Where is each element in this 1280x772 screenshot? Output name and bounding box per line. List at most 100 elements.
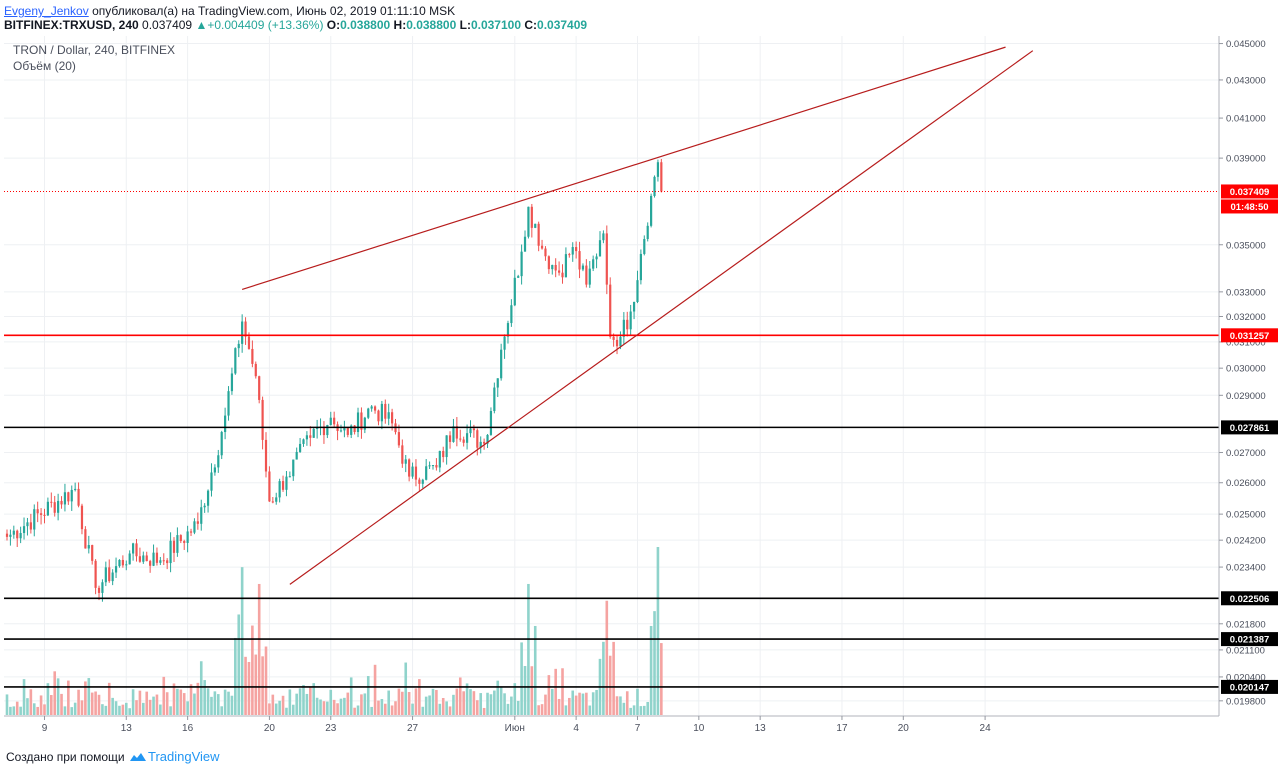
volume-bar bbox=[264, 646, 268, 715]
volume-bar bbox=[571, 690, 575, 715]
y-tick-label: 0.041000 bbox=[1226, 114, 1266, 125]
candle-body bbox=[275, 497, 278, 502]
volume-bar bbox=[336, 703, 339, 715]
candle-body bbox=[534, 223, 537, 228]
y-tick-label: 0.045000 bbox=[1226, 39, 1266, 50]
price-chart[interactable]: 0.045000 0.043000 0.041000 0.039000 0.035000… bbox=[4, 36, 1278, 740]
candle-body bbox=[264, 439, 268, 472]
candle-body bbox=[476, 430, 479, 448]
volume-bar bbox=[298, 688, 302, 715]
candle-body bbox=[29, 522, 32, 530]
x-tick-label: 23 bbox=[325, 723, 337, 734]
price-label-bg bbox=[1221, 199, 1278, 214]
volume-bar bbox=[319, 699, 322, 715]
volume-bar bbox=[632, 705, 636, 715]
candle-body bbox=[387, 412, 390, 419]
volume-bar bbox=[210, 696, 213, 715]
volume-bar bbox=[53, 671, 57, 715]
candle-body bbox=[111, 572, 114, 582]
volume-bar bbox=[343, 697, 346, 715]
candle-body bbox=[152, 552, 155, 566]
volume-bar bbox=[533, 625, 537, 715]
candle-body bbox=[268, 471, 271, 502]
volume-bar bbox=[247, 661, 251, 715]
candle-body bbox=[87, 545, 90, 549]
candle-body bbox=[108, 567, 111, 582]
candle-body bbox=[224, 415, 227, 433]
volume-bar bbox=[281, 695, 285, 715]
candle-body bbox=[295, 451, 298, 460]
volume-bar bbox=[101, 704, 104, 715]
candle-body bbox=[206, 490, 210, 506]
volume-bar bbox=[70, 707, 74, 715]
candle-body bbox=[203, 505, 206, 508]
trendlines bbox=[241, 46, 1034, 585]
candle-body bbox=[309, 435, 312, 438]
candle-body bbox=[517, 276, 520, 278]
candle-body bbox=[19, 533, 22, 539]
candle-body bbox=[626, 319, 629, 330]
candle-body bbox=[595, 256, 598, 260]
volume-bar bbox=[152, 696, 155, 715]
candle-body bbox=[564, 254, 568, 278]
candle-body bbox=[650, 195, 653, 226]
volume-bar bbox=[291, 704, 295, 715]
candle-body bbox=[91, 545, 94, 561]
volume-bar bbox=[554, 668, 557, 715]
volume-bar bbox=[605, 600, 609, 715]
price-label-bg bbox=[1221, 184, 1278, 199]
volume-bar bbox=[128, 708, 131, 715]
volume-bar bbox=[309, 686, 312, 715]
price-label: 0.037409 bbox=[1230, 187, 1270, 198]
candle-body bbox=[656, 162, 660, 177]
price-axis: 0.045000 0.043000 0.041000 0.039000 0.035000… bbox=[1219, 39, 1266, 707]
volume-bar bbox=[227, 691, 230, 715]
symbol-info: BITFINEX:TRXUSD, 240 0.037409 ▲+0.004409… bbox=[4, 18, 587, 32]
volume-bar bbox=[585, 692, 588, 715]
author-link[interactable]: Evgeny_Jenkov bbox=[4, 4, 89, 18]
volume-bar bbox=[220, 706, 224, 715]
candle-body bbox=[646, 225, 649, 240]
trendline bbox=[241, 46, 1006, 291]
footer-brand[interactable]: TradingView bbox=[147, 749, 220, 764]
candle-body bbox=[149, 561, 152, 566]
volume-bar bbox=[124, 702, 128, 715]
candle-body bbox=[220, 432, 223, 456]
y-tick-label: 0.032000 bbox=[1226, 312, 1266, 323]
candle-body bbox=[373, 406, 377, 411]
candle-body bbox=[258, 376, 261, 400]
price-label-bg bbox=[1221, 420, 1278, 435]
volume-bar bbox=[107, 682, 111, 715]
candle-body bbox=[26, 522, 29, 527]
candle-body bbox=[384, 403, 387, 419]
candle-body bbox=[465, 433, 469, 443]
volume-bar bbox=[315, 697, 319, 715]
change-value: +0.004409 (+13.36%) bbox=[207, 18, 324, 32]
candle-body bbox=[520, 251, 523, 277]
candle-body bbox=[281, 481, 285, 490]
volume-bar bbox=[261, 656, 264, 715]
candle-body bbox=[408, 459, 411, 477]
volume-bar bbox=[244, 656, 247, 715]
volume-bar bbox=[97, 694, 101, 715]
volume-bar bbox=[366, 676, 370, 715]
volume-bar bbox=[90, 692, 94, 715]
volume-bar bbox=[424, 696, 428, 715]
price-label: 0.021387 bbox=[1230, 635, 1270, 646]
candle-body bbox=[615, 339, 619, 347]
volume-bar bbox=[625, 691, 629, 715]
price-label-bg bbox=[1221, 328, 1278, 343]
candle-body bbox=[455, 426, 458, 439]
volume-bar bbox=[60, 693, 63, 715]
volume-bar bbox=[199, 661, 203, 715]
high-label: H: bbox=[393, 18, 407, 32]
candle-body bbox=[278, 481, 281, 498]
volume-bar bbox=[377, 700, 380, 715]
volume-bar bbox=[118, 705, 121, 715]
chart-area[interactable]: 0.045000 0.043000 0.041000 0.039000 0.035000… bbox=[4, 36, 1278, 740]
volume-bar bbox=[186, 701, 189, 715]
volume-bar bbox=[257, 583, 261, 715]
candle-body bbox=[414, 466, 418, 480]
candle-body bbox=[74, 488, 77, 490]
volume-bar bbox=[496, 680, 500, 715]
